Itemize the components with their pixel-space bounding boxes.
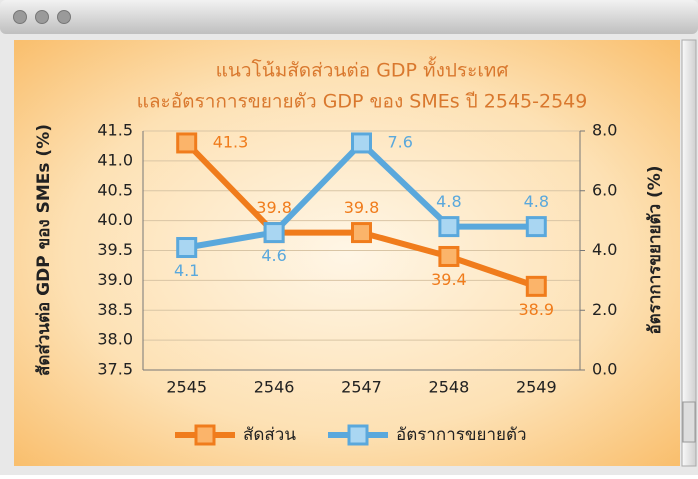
y2-tick-label: 2.0 xyxy=(592,300,617,319)
legend-marker xyxy=(347,424,369,446)
y-tick-label: 41.0 xyxy=(97,150,133,169)
series-marker xyxy=(351,132,372,154)
y2-tick-label: 8.0 xyxy=(592,121,617,140)
y-tick-label: 40.0 xyxy=(97,210,133,229)
legend-label: สัดส่วน xyxy=(243,425,296,445)
y2-axis-label: อัตราการขยายตัว (%) xyxy=(645,165,665,334)
data-label: 39.4 xyxy=(431,270,467,289)
data-label: 4.8 xyxy=(436,192,461,211)
y-tick-label: 41.5 xyxy=(97,121,133,140)
x-tick-label: 2545 xyxy=(166,378,207,397)
series-marker xyxy=(176,237,198,259)
data-label: 4.8 xyxy=(524,192,549,211)
scrollbar[interactable] xyxy=(681,39,697,467)
x-tick-label: 2549 xyxy=(516,378,557,397)
series-marker xyxy=(438,245,460,267)
title-bar xyxy=(0,0,698,34)
data-label: 4.6 xyxy=(261,246,286,265)
data-label: 7.6 xyxy=(388,132,413,151)
chart-subtitle: และอัตราการขยายตัว GDP ของ SMEs ปี 2545-… xyxy=(137,91,588,113)
series-marker xyxy=(525,275,547,297)
y-tick-label: 37.5 xyxy=(97,360,133,379)
series-marker xyxy=(176,132,198,154)
y-tick-label: 38.5 xyxy=(97,300,133,319)
y-tick-label: 39.0 xyxy=(97,270,133,289)
y2-tick-label: 6.0 xyxy=(592,180,617,199)
series-marker xyxy=(263,222,285,244)
scroll-arrows[interactable] xyxy=(682,401,696,443)
legend-marker xyxy=(194,424,216,446)
data-label: 39.8 xyxy=(256,198,292,217)
y-tick-label: 40.5 xyxy=(97,180,133,199)
window-button[interactable] xyxy=(35,10,49,24)
window-button[interactable] xyxy=(13,10,27,24)
y-tick-label: 38.0 xyxy=(97,330,133,349)
data-label: 4.1 xyxy=(174,261,199,280)
chart-title: แนวโน้มสัดส่วนต่อ GDP ทั้งประเทศ xyxy=(216,57,509,82)
series-marker xyxy=(525,216,547,238)
series-marker xyxy=(351,222,372,244)
y2-tick-label: 0.0 xyxy=(592,360,617,379)
x-tick-label: 2546 xyxy=(254,378,295,397)
y2-tick-label: 4.0 xyxy=(592,240,617,259)
window-button[interactable] xyxy=(57,10,71,24)
x-tick-label: 2548 xyxy=(429,378,470,397)
legend-label: อัตราการขยายตัว xyxy=(396,425,527,445)
x-tick-label: 2547 xyxy=(341,378,382,397)
data-label: 41.3 xyxy=(213,132,249,151)
series-marker xyxy=(438,216,460,238)
data-label: 38.9 xyxy=(518,300,554,319)
y-axis-label: สัดส่วนต่อ GDP ของ SMEs (%) xyxy=(34,124,54,376)
chart-background xyxy=(14,40,680,466)
data-label: 39.8 xyxy=(344,198,380,217)
y-tick-label: 39.5 xyxy=(97,240,133,259)
